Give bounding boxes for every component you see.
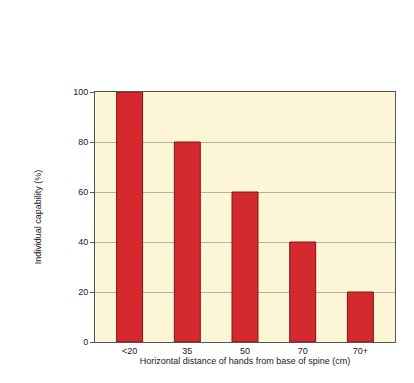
svg-text:35: 35 bbox=[182, 346, 192, 356]
svg-text:80: 80 bbox=[78, 137, 88, 147]
svg-text:100: 100 bbox=[73, 87, 88, 97]
svg-text:20: 20 bbox=[78, 287, 88, 297]
svg-text:40: 40 bbox=[78, 237, 88, 247]
svg-text:70+: 70+ bbox=[353, 346, 368, 356]
svg-text:<20: <20 bbox=[122, 346, 137, 356]
svg-text:50: 50 bbox=[240, 346, 250, 356]
svg-text:Horizontal distance of hands f: Horizontal distance of hands from base o… bbox=[140, 356, 351, 366]
svg-text:Individual capability (%): Individual capability (%) bbox=[33, 170, 43, 265]
svg-text:70: 70 bbox=[298, 346, 308, 356]
svg-text:0: 0 bbox=[83, 337, 88, 347]
svg-text:60: 60 bbox=[78, 187, 88, 197]
